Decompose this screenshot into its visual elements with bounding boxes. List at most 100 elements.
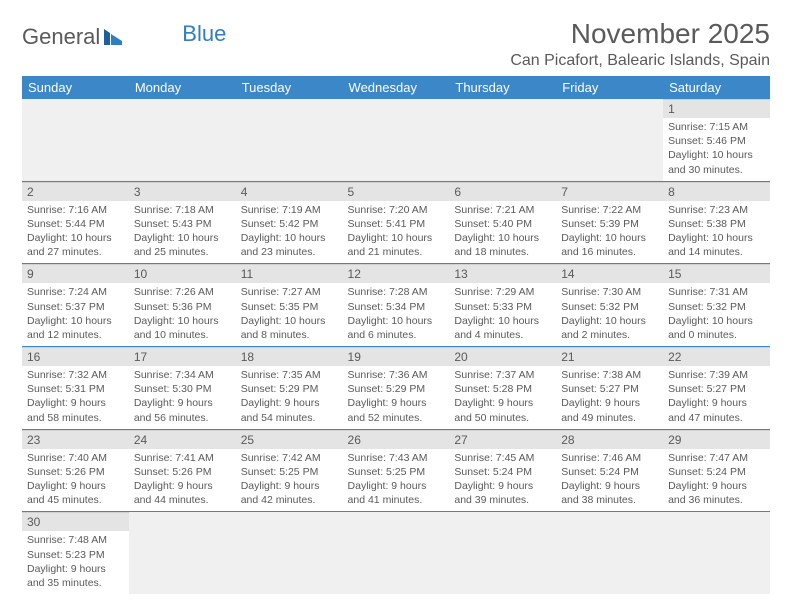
day-cell: 17Sunrise: 7:34 AMSunset: 5:30 PMDayligh… <box>129 347 236 430</box>
logo: General Blue <box>22 24 226 50</box>
empty-cell <box>663 512 770 594</box>
day-details: Sunrise: 7:43 AMSunset: 5:25 PMDaylight:… <box>343 449 450 512</box>
day-number: 11 <box>236 264 343 283</box>
day-details: Sunrise: 7:28 AMSunset: 5:34 PMDaylight:… <box>343 283 450 346</box>
day-header-row: SundayMondayTuesdayWednesdayThursdayFrid… <box>22 76 770 99</box>
day-details: Sunrise: 7:16 AMSunset: 5:44 PMDaylight:… <box>22 201 129 264</box>
empty-cell <box>129 99 236 181</box>
day-number: 2 <box>22 182 129 201</box>
day-cell: 29Sunrise: 7:47 AMSunset: 5:24 PMDayligh… <box>663 429 770 512</box>
calendar-table: SundayMondayTuesdayWednesdayThursdayFrid… <box>22 76 770 594</box>
day-details: Sunrise: 7:45 AMSunset: 5:24 PMDaylight:… <box>449 449 556 512</box>
title-block: November 2025 Can Picafort, Balearic Isl… <box>510 18 770 70</box>
empty-cell <box>556 512 663 594</box>
day-details: Sunrise: 7:35 AMSunset: 5:29 PMDaylight:… <box>236 366 343 429</box>
day-cell: 16Sunrise: 7:32 AMSunset: 5:31 PMDayligh… <box>22 347 129 430</box>
day-number: 4 <box>236 182 343 201</box>
day-header-thursday: Thursday <box>449 76 556 99</box>
day-details: Sunrise: 7:32 AMSunset: 5:31 PMDaylight:… <box>22 366 129 429</box>
day-cell: 3Sunrise: 7:18 AMSunset: 5:43 PMDaylight… <box>129 181 236 264</box>
day-details: Sunrise: 7:38 AMSunset: 5:27 PMDaylight:… <box>556 366 663 429</box>
day-number: 20 <box>449 347 556 366</box>
day-cell: 11Sunrise: 7:27 AMSunset: 5:35 PMDayligh… <box>236 264 343 347</box>
logo-text-2: Blue <box>182 21 226 47</box>
day-cell: 23Sunrise: 7:40 AMSunset: 5:26 PMDayligh… <box>22 429 129 512</box>
day-header-tuesday: Tuesday <box>236 76 343 99</box>
empty-cell <box>343 512 450 594</box>
day-number: 28 <box>556 430 663 449</box>
day-number: 24 <box>129 430 236 449</box>
day-details: Sunrise: 7:31 AMSunset: 5:32 PMDaylight:… <box>663 283 770 346</box>
day-number: 17 <box>129 347 236 366</box>
day-number: 3 <box>129 182 236 201</box>
day-number: 26 <box>343 430 450 449</box>
day-number: 12 <box>343 264 450 283</box>
day-cell: 24Sunrise: 7:41 AMSunset: 5:26 PMDayligh… <box>129 429 236 512</box>
day-details: Sunrise: 7:24 AMSunset: 5:37 PMDaylight:… <box>22 283 129 346</box>
day-cell: 9Sunrise: 7:24 AMSunset: 5:37 PMDaylight… <box>22 264 129 347</box>
day-number: 18 <box>236 347 343 366</box>
day-cell: 18Sunrise: 7:35 AMSunset: 5:29 PMDayligh… <box>236 347 343 430</box>
header: General Blue November 2025 Can Picafort,… <box>22 18 770 70</box>
day-details: Sunrise: 7:22 AMSunset: 5:39 PMDaylight:… <box>556 201 663 264</box>
day-details: Sunrise: 7:48 AMSunset: 5:23 PMDaylight:… <box>22 531 129 594</box>
day-details: Sunrise: 7:40 AMSunset: 5:26 PMDaylight:… <box>22 449 129 512</box>
day-cell: 2Sunrise: 7:16 AMSunset: 5:44 PMDaylight… <box>22 181 129 264</box>
week-row: 2Sunrise: 7:16 AMSunset: 5:44 PMDaylight… <box>22 181 770 264</box>
calendar-body: 1Sunrise: 7:15 AMSunset: 5:46 PMDaylight… <box>22 99 770 594</box>
day-cell: 13Sunrise: 7:29 AMSunset: 5:33 PMDayligh… <box>449 264 556 347</box>
day-details: Sunrise: 7:47 AMSunset: 5:24 PMDaylight:… <box>663 449 770 512</box>
day-number: 29 <box>663 430 770 449</box>
day-number: 16 <box>22 347 129 366</box>
day-number: 7 <box>556 182 663 201</box>
day-details: Sunrise: 7:27 AMSunset: 5:35 PMDaylight:… <box>236 283 343 346</box>
day-number: 9 <box>22 264 129 283</box>
day-cell: 28Sunrise: 7:46 AMSunset: 5:24 PMDayligh… <box>556 429 663 512</box>
day-number: 6 <box>449 182 556 201</box>
day-number: 19 <box>343 347 450 366</box>
week-row: 9Sunrise: 7:24 AMSunset: 5:37 PMDaylight… <box>22 264 770 347</box>
day-details: Sunrise: 7:37 AMSunset: 5:28 PMDaylight:… <box>449 366 556 429</box>
day-number: 25 <box>236 430 343 449</box>
day-details: Sunrise: 7:23 AMSunset: 5:38 PMDaylight:… <box>663 201 770 264</box>
week-row: 30Sunrise: 7:48 AMSunset: 5:23 PMDayligh… <box>22 512 770 594</box>
day-details: Sunrise: 7:18 AMSunset: 5:43 PMDaylight:… <box>129 201 236 264</box>
day-details: Sunrise: 7:30 AMSunset: 5:32 PMDaylight:… <box>556 283 663 346</box>
day-cell: 22Sunrise: 7:39 AMSunset: 5:27 PMDayligh… <box>663 347 770 430</box>
day-number: 8 <box>663 182 770 201</box>
flag-icon <box>104 27 130 47</box>
day-cell: 5Sunrise: 7:20 AMSunset: 5:41 PMDaylight… <box>343 181 450 264</box>
day-cell: 19Sunrise: 7:36 AMSunset: 5:29 PMDayligh… <box>343 347 450 430</box>
day-number: 23 <box>22 430 129 449</box>
empty-cell <box>343 99 450 181</box>
week-row: 1Sunrise: 7:15 AMSunset: 5:46 PMDaylight… <box>22 99 770 181</box>
day-details: Sunrise: 7:15 AMSunset: 5:46 PMDaylight:… <box>663 118 770 181</box>
day-cell: 7Sunrise: 7:22 AMSunset: 5:39 PMDaylight… <box>556 181 663 264</box>
day-header-wednesday: Wednesday <box>343 76 450 99</box>
month-title: November 2025 <box>510 18 770 50</box>
day-number: 14 <box>556 264 663 283</box>
day-cell: 27Sunrise: 7:45 AMSunset: 5:24 PMDayligh… <box>449 429 556 512</box>
empty-cell <box>236 99 343 181</box>
day-details: Sunrise: 7:36 AMSunset: 5:29 PMDaylight:… <box>343 366 450 429</box>
day-cell: 10Sunrise: 7:26 AMSunset: 5:36 PMDayligh… <box>129 264 236 347</box>
day-header-monday: Monday <box>129 76 236 99</box>
day-number: 10 <box>129 264 236 283</box>
day-header-sunday: Sunday <box>22 76 129 99</box>
day-number: 30 <box>22 512 129 531</box>
day-cell: 15Sunrise: 7:31 AMSunset: 5:32 PMDayligh… <box>663 264 770 347</box>
day-header-friday: Friday <box>556 76 663 99</box>
empty-cell <box>236 512 343 594</box>
day-cell: 26Sunrise: 7:43 AMSunset: 5:25 PMDayligh… <box>343 429 450 512</box>
day-details: Sunrise: 7:39 AMSunset: 5:27 PMDaylight:… <box>663 366 770 429</box>
empty-cell <box>129 512 236 594</box>
empty-cell <box>449 99 556 181</box>
day-details: Sunrise: 7:34 AMSunset: 5:30 PMDaylight:… <box>129 366 236 429</box>
day-cell: 20Sunrise: 7:37 AMSunset: 5:28 PMDayligh… <box>449 347 556 430</box>
day-number: 1 <box>663 99 770 118</box>
day-cell: 21Sunrise: 7:38 AMSunset: 5:27 PMDayligh… <box>556 347 663 430</box>
day-details: Sunrise: 7:20 AMSunset: 5:41 PMDaylight:… <box>343 201 450 264</box>
day-number: 27 <box>449 430 556 449</box>
day-details: Sunrise: 7:41 AMSunset: 5:26 PMDaylight:… <box>129 449 236 512</box>
day-details: Sunrise: 7:46 AMSunset: 5:24 PMDaylight:… <box>556 449 663 512</box>
